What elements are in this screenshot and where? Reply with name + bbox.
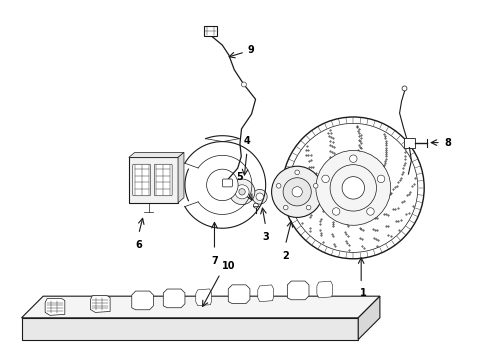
Polygon shape: [91, 296, 110, 312]
Circle shape: [292, 187, 302, 197]
Circle shape: [252, 189, 267, 204]
Polygon shape: [45, 298, 65, 315]
Polygon shape: [358, 296, 380, 339]
Circle shape: [207, 169, 238, 201]
FancyBboxPatch shape: [154, 164, 172, 196]
Polygon shape: [178, 152, 184, 203]
Polygon shape: [129, 152, 184, 157]
Polygon shape: [196, 289, 212, 306]
Circle shape: [242, 82, 246, 87]
Text: 3: 3: [262, 232, 269, 242]
Circle shape: [377, 175, 385, 183]
FancyBboxPatch shape: [133, 164, 150, 196]
Text: 7: 7: [211, 256, 218, 266]
Circle shape: [316, 150, 391, 225]
Text: 9: 9: [248, 45, 255, 55]
Polygon shape: [22, 318, 358, 339]
Text: 2: 2: [282, 251, 289, 261]
Circle shape: [330, 165, 376, 211]
FancyBboxPatch shape: [204, 26, 218, 36]
Polygon shape: [132, 291, 153, 310]
Polygon shape: [129, 157, 178, 203]
Circle shape: [235, 185, 249, 199]
Circle shape: [314, 184, 318, 188]
Circle shape: [271, 166, 323, 217]
Polygon shape: [258, 285, 273, 302]
Text: 6: 6: [135, 240, 142, 250]
FancyBboxPatch shape: [404, 138, 416, 148]
FancyBboxPatch shape: [222, 179, 232, 187]
Circle shape: [306, 205, 311, 210]
Circle shape: [322, 175, 329, 183]
Circle shape: [402, 86, 407, 91]
Circle shape: [283, 178, 311, 206]
Circle shape: [332, 208, 340, 215]
Polygon shape: [163, 289, 185, 308]
Circle shape: [256, 193, 264, 201]
Circle shape: [229, 179, 255, 204]
Text: 8: 8: [445, 138, 452, 148]
Text: 10: 10: [222, 261, 236, 271]
Circle shape: [295, 170, 299, 175]
Circle shape: [239, 189, 245, 195]
Circle shape: [342, 177, 365, 199]
Polygon shape: [317, 281, 333, 298]
Text: 5: 5: [237, 172, 244, 182]
Polygon shape: [228, 285, 250, 303]
Polygon shape: [22, 296, 380, 318]
Text: 1: 1: [360, 288, 367, 298]
Circle shape: [276, 184, 281, 188]
Text: 4: 4: [244, 136, 250, 145]
Circle shape: [253, 203, 258, 208]
Circle shape: [367, 208, 374, 215]
Circle shape: [283, 205, 288, 210]
Circle shape: [349, 155, 357, 162]
Polygon shape: [287, 281, 309, 300]
